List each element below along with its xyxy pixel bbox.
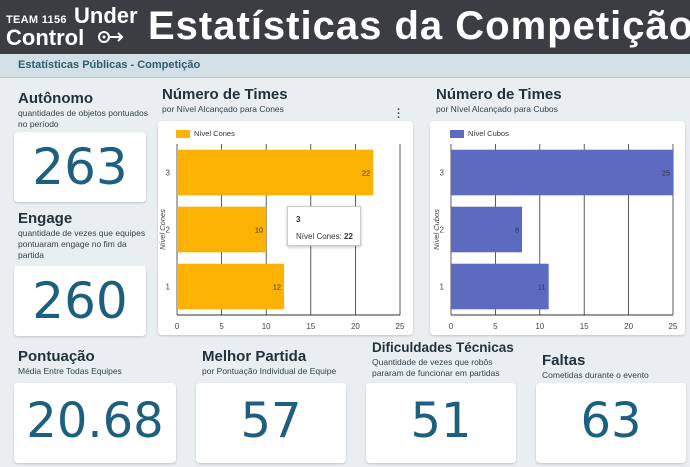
cones-category-label: 1 <box>166 283 171 292</box>
cubos-xtick-label: 5 <box>493 322 498 331</box>
cones-xtick-label: 25 <box>396 322 405 331</box>
cones-category-label: 3 <box>166 169 171 178</box>
legend-cubos-swatch <box>450 129 464 138</box>
faltas-value: 63 <box>580 393 642 449</box>
cubos-bar[interactable] <box>451 206 523 253</box>
logo-team-text: TEAM 1156 <box>6 14 67 26</box>
chart-cubos-title: Número de Times <box>436 86 562 103</box>
cubos-xtick-label: 25 <box>669 322 678 331</box>
cubos-y-axis-label: Nível Cubos <box>432 209 441 250</box>
cubos-xtick-label: 20 <box>624 322 633 331</box>
faltas-desc: Cometidas durante o evento <box>542 370 649 380</box>
legend-cones-label: Nível Cones <box>194 129 235 138</box>
logo-under-text: Under <box>74 3 138 28</box>
dificuldades-desc: Quantidade de vezes que robôs pararam de… <box>372 357 500 378</box>
pontuacao-value: 20.68 <box>26 393 164 449</box>
cubos-category-label: 2 <box>440 226 445 235</box>
autonomo-card: 263 <box>14 132 146 202</box>
page-title: Estatísticas da Competição <box>148 4 690 48</box>
melhor-desc: por Pontuação Individual de Equipe <box>202 366 337 376</box>
cones-xtick-label: 20 <box>351 322 360 331</box>
engage-desc: quantidade de vezes que equipes pontuara… <box>18 228 146 260</box>
tooltip-label: Nível Cones: <box>296 232 342 241</box>
tooltip-value: 22 <box>344 232 353 241</box>
chart-cones-card: Nível Cones 0 5 10 15 20 25 22 3 10 2 12 1 Nível Con… <box>158 121 413 335</box>
cones-bar-value-label: 12 <box>273 283 281 292</box>
engage-card: 260 <box>14 266 146 336</box>
cones-bar[interactable] <box>177 149 374 196</box>
cubos-category-label: 1 <box>440 283 445 292</box>
cubos-xtick-label: 15 <box>580 322 589 331</box>
cubos-bar-value-label: 25 <box>662 169 670 178</box>
cubos-bar[interactable] <box>451 263 549 310</box>
cones-xtick-label: 15 <box>306 322 315 331</box>
pontuacao-desc: Média Entre Todas Equipes <box>18 366 122 376</box>
header-bar: TEAM 1156 Under Control Estatísticas da … <box>0 0 690 54</box>
autonomo-value: 263 <box>32 138 128 196</box>
cones-bar[interactable] <box>177 263 285 310</box>
dificuldades-title: Dificuldades Técnicas <box>372 340 514 355</box>
cones-bar-value-label: 22 <box>362 169 370 178</box>
cubos-bar-value-label: 8 <box>515 226 519 235</box>
subheader-bar: Estatísticas Públicas - Competição <box>0 54 690 78</box>
chart-cubos-legend: Nível Cubos <box>450 129 509 138</box>
cones-bar-value-label: 10 <box>255 226 263 235</box>
engage-title: Engage <box>18 210 73 227</box>
logo-control-text: Control <box>6 25 85 50</box>
cones-xtick-label: 5 <box>219 322 224 331</box>
cubos-category-label: 3 <box>440 169 445 178</box>
cones-category-label: 2 <box>166 226 171 235</box>
legend-cones-swatch <box>176 129 190 138</box>
cones-y-axis-label: Nível Cones <box>158 209 167 250</box>
dificuldades-card: 51 <box>366 383 516 463</box>
chart-cubos-subtitle: por Nível Alcançado para Cubos <box>436 104 558 114</box>
melhor-value: 57 <box>240 393 302 449</box>
melhor-card: 57 <box>196 383 346 463</box>
chart-tooltip: 3 Nível Cones: 22 <box>287 206 361 246</box>
subheader-label: Estatísticas Públicas - Competição <box>18 59 201 71</box>
chart-cubos-card: Nível Cubos 0 5 10 15 20 25 25 3 8 2 11 1 Nível Cubo… <box>430 121 685 335</box>
pontuacao-card: 20.68 <box>14 383 176 463</box>
engage-value: 260 <box>32 272 128 330</box>
melhor-title: Melhor Partida <box>202 348 307 365</box>
dificuldades-value: 51 <box>410 393 472 449</box>
tooltip-row: Nível Cones: 22 <box>296 232 353 241</box>
cones-xtick-label: 0 <box>175 322 180 331</box>
chart-cones-svg: 0 5 10 15 20 25 22 3 10 2 12 1 Nível Cones <box>158 144 405 331</box>
autonomo-desc: quantidades de objetos pontuados no perí… <box>18 108 148 129</box>
autonomo-title: Autônomo <box>18 90 93 107</box>
chart-cones-title: Número de Times <box>162 86 288 103</box>
cones-bar[interactable] <box>177 206 267 253</box>
faltas-title: Faltas <box>542 352 586 369</box>
chart-cones-legend: Nível Cones <box>176 129 235 138</box>
cubos-xtick-label: 0 <box>449 322 454 331</box>
tooltip-title: 3 <box>296 215 301 224</box>
gear-icon <box>98 31 124 43</box>
cubos-xtick-label: 10 <box>535 322 544 331</box>
team-logo: TEAM 1156 Under Control <box>4 4 140 50</box>
faltas-card: 63 <box>536 383 686 463</box>
legend-cubos-label: Nível Cubos <box>468 129 509 138</box>
cubos-bar[interactable] <box>451 149 673 196</box>
cubos-bar-value-label: 11 <box>538 283 546 292</box>
pontuacao-title: Pontuação <box>18 348 95 365</box>
more-vert-icon[interactable]: · · · <box>397 104 401 124</box>
cones-xtick-label: 10 <box>262 322 271 331</box>
chart-cones-subtitle: por Nível Alcançado para Cones <box>162 104 284 114</box>
